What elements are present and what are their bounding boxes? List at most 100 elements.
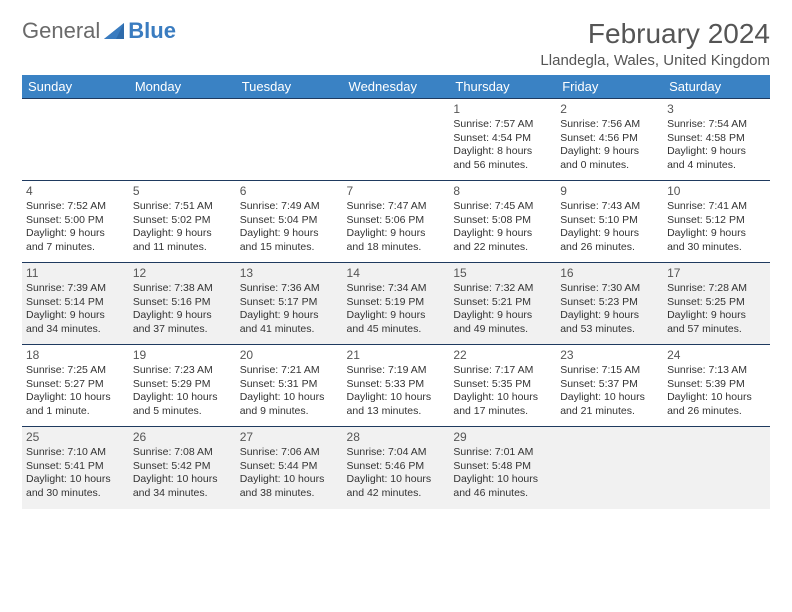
daylight2-text: and 34 minutes. [133, 487, 232, 500]
calendar-header-row: Sunday Monday Tuesday Wednesday Thursday… [22, 75, 770, 99]
day-number: 3 [667, 102, 766, 117]
sunrise-text: Sunrise: 7:43 AM [560, 200, 659, 213]
calendar-cell: 21Sunrise: 7:19 AMSunset: 5:33 PMDayligh… [343, 345, 450, 427]
day-number: 18 [26, 348, 125, 363]
sunset-text: Sunset: 5:39 PM [667, 378, 766, 391]
sunset-text: Sunset: 5:48 PM [453, 460, 552, 473]
sunrise-text: Sunrise: 7:47 AM [347, 200, 446, 213]
day-header: Wednesday [343, 75, 450, 99]
sunset-text: Sunset: 5:35 PM [453, 378, 552, 391]
sunrise-text: Sunrise: 7:04 AM [347, 446, 446, 459]
header: General Blue February 2024 Llandegla, Wa… [22, 18, 770, 69]
calendar-cell: 25Sunrise: 7:10 AMSunset: 5:41 PMDayligh… [22, 427, 129, 509]
daylight1-text: Daylight: 10 hours [26, 391, 125, 404]
sunrise-text: Sunrise: 7:08 AM [133, 446, 232, 459]
daylight1-text: Daylight: 9 hours [26, 227, 125, 240]
day-number: 20 [240, 348, 339, 363]
calendar-cell: 5Sunrise: 7:51 AMSunset: 5:02 PMDaylight… [129, 181, 236, 263]
daylight1-text: Daylight: 10 hours [347, 473, 446, 486]
daylight1-text: Daylight: 10 hours [240, 473, 339, 486]
sunset-text: Sunset: 5:44 PM [240, 460, 339, 473]
day-number: 19 [133, 348, 232, 363]
daylight1-text: Daylight: 9 hours [560, 309, 659, 322]
brand-word-2: Blue [128, 18, 176, 44]
calendar-cell [556, 427, 663, 509]
calendar-cell: 16Sunrise: 7:30 AMSunset: 5:23 PMDayligh… [556, 263, 663, 345]
sunrise-text: Sunrise: 7:23 AM [133, 364, 232, 377]
sunset-text: Sunset: 5:12 PM [667, 214, 766, 227]
day-number: 26 [133, 430, 232, 445]
sunrise-text: Sunrise: 7:57 AM [453, 118, 552, 131]
daylight2-text: and 9 minutes. [240, 405, 339, 418]
sunrise-text: Sunrise: 7:17 AM [453, 364, 552, 377]
calendar-cell: 24Sunrise: 7:13 AMSunset: 5:39 PMDayligh… [663, 345, 770, 427]
daylight2-text: and 21 minutes. [560, 405, 659, 418]
daylight1-text: Daylight: 10 hours [240, 391, 339, 404]
day-header: Tuesday [236, 75, 343, 99]
calendar-cell: 15Sunrise: 7:32 AMSunset: 5:21 PMDayligh… [449, 263, 556, 345]
sunrise-text: Sunrise: 7:25 AM [26, 364, 125, 377]
daylight2-text: and 13 minutes. [347, 405, 446, 418]
calendar-cell: 9Sunrise: 7:43 AMSunset: 5:10 PMDaylight… [556, 181, 663, 263]
sunrise-text: Sunrise: 7:06 AM [240, 446, 339, 459]
sunrise-text: Sunrise: 7:32 AM [453, 282, 552, 295]
daylight1-text: Daylight: 9 hours [347, 309, 446, 322]
calendar-cell: 12Sunrise: 7:38 AMSunset: 5:16 PMDayligh… [129, 263, 236, 345]
day-number: 15 [453, 266, 552, 281]
day-number: 2 [560, 102, 659, 117]
day-number: 8 [453, 184, 552, 199]
calendar-cell: 18Sunrise: 7:25 AMSunset: 5:27 PMDayligh… [22, 345, 129, 427]
calendar-cell: 10Sunrise: 7:41 AMSunset: 5:12 PMDayligh… [663, 181, 770, 263]
calendar-cell [343, 99, 450, 181]
day-number: 10 [667, 184, 766, 199]
sunrise-text: Sunrise: 7:21 AM [240, 364, 339, 377]
calendar-cell [663, 427, 770, 509]
daylight2-text: and 41 minutes. [240, 323, 339, 336]
daylight2-text: and 53 minutes. [560, 323, 659, 336]
sunrise-text: Sunrise: 7:19 AM [347, 364, 446, 377]
daylight2-text: and 30 minutes. [667, 241, 766, 254]
day-number: 4 [26, 184, 125, 199]
sunrise-text: Sunrise: 7:34 AM [347, 282, 446, 295]
brand-word-1: General [22, 18, 100, 44]
day-number: 23 [560, 348, 659, 363]
calendar-week-row: 25Sunrise: 7:10 AMSunset: 5:41 PMDayligh… [22, 427, 770, 509]
daylight1-text: Daylight: 10 hours [667, 391, 766, 404]
calendar-cell: 2Sunrise: 7:56 AMSunset: 4:56 PMDaylight… [556, 99, 663, 181]
daylight1-text: Daylight: 9 hours [347, 227, 446, 240]
calendar-table: Sunday Monday Tuesday Wednesday Thursday… [22, 75, 770, 509]
sunset-text: Sunset: 5:31 PM [240, 378, 339, 391]
sunset-text: Sunset: 5:04 PM [240, 214, 339, 227]
daylight1-text: Daylight: 9 hours [667, 145, 766, 158]
day-header: Monday [129, 75, 236, 99]
sunrise-text: Sunrise: 7:01 AM [453, 446, 552, 459]
daylight2-text: and 11 minutes. [133, 241, 232, 254]
day-number: 21 [347, 348, 446, 363]
day-number: 25 [26, 430, 125, 445]
daylight2-text: and 26 minutes. [560, 241, 659, 254]
daylight1-text: Daylight: 9 hours [667, 309, 766, 322]
daylight2-text: and 1 minute. [26, 405, 125, 418]
day-number: 6 [240, 184, 339, 199]
daylight1-text: Daylight: 9 hours [453, 227, 552, 240]
daylight2-text: and 37 minutes. [133, 323, 232, 336]
daylight2-text: and 45 minutes. [347, 323, 446, 336]
daylight2-text: and 0 minutes. [560, 159, 659, 172]
daylight1-text: Daylight: 8 hours [453, 145, 552, 158]
daylight1-text: Daylight: 10 hours [560, 391, 659, 404]
location-label: Llandegla, Wales, United Kingdom [540, 52, 770, 69]
month-title: February 2024 [540, 18, 770, 50]
calendar-cell: 7Sunrise: 7:47 AMSunset: 5:06 PMDaylight… [343, 181, 450, 263]
sunrise-text: Sunrise: 7:38 AM [133, 282, 232, 295]
calendar-cell: 1Sunrise: 7:57 AMSunset: 4:54 PMDaylight… [449, 99, 556, 181]
daylight2-text: and 4 minutes. [667, 159, 766, 172]
daylight2-text: and 57 minutes. [667, 323, 766, 336]
day-number: 14 [347, 266, 446, 281]
sunset-text: Sunset: 5:08 PM [453, 214, 552, 227]
sunset-text: Sunset: 5:25 PM [667, 296, 766, 309]
calendar-cell [129, 99, 236, 181]
calendar-cell: 17Sunrise: 7:28 AMSunset: 5:25 PMDayligh… [663, 263, 770, 345]
daylight1-text: Daylight: 9 hours [667, 227, 766, 240]
sunset-text: Sunset: 5:19 PM [347, 296, 446, 309]
title-block: February 2024 Llandegla, Wales, United K… [540, 18, 770, 69]
